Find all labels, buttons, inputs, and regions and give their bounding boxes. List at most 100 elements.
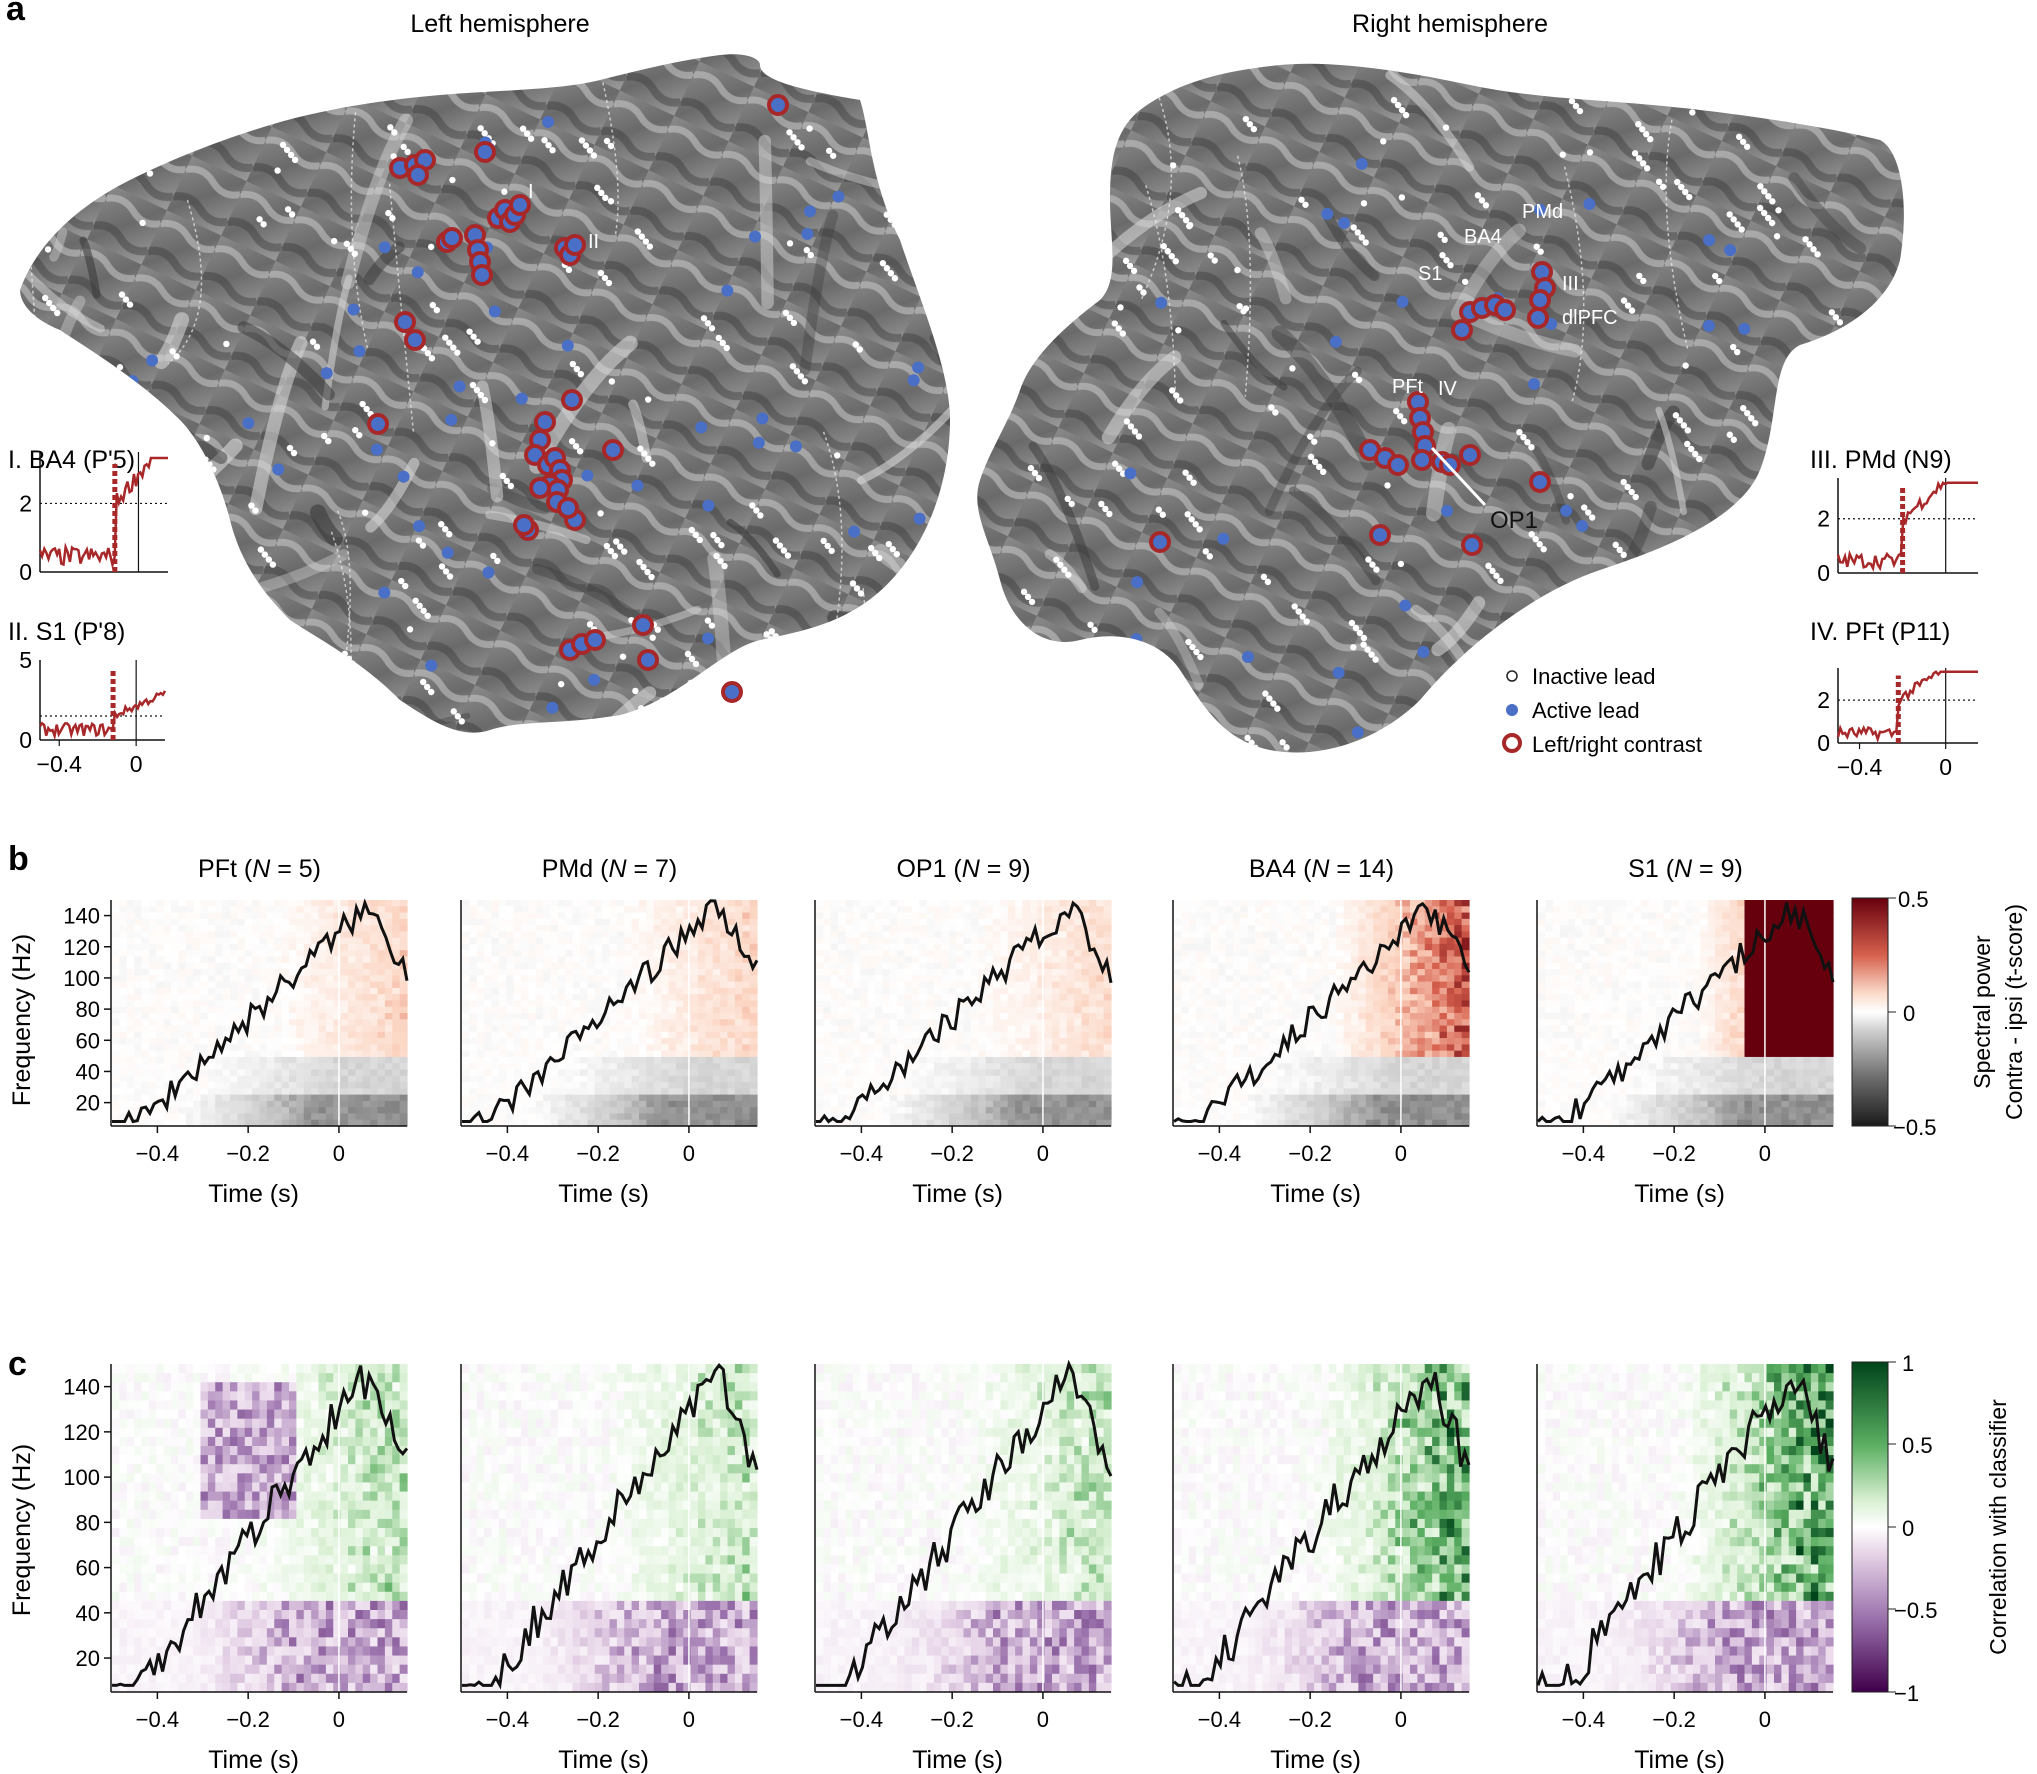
heatmap-cell	[705, 943, 714, 951]
inactive-lead	[1864, 698, 1872, 705]
heatmap-cell	[897, 962, 906, 970]
heatmap-cell	[978, 1000, 987, 1008]
heatmap-cell	[476, 981, 485, 989]
heatmap-cell	[580, 1013, 588, 1020]
active-lead	[912, 361, 925, 374]
inactive-lead	[644, 396, 652, 403]
heatmap-cell	[163, 943, 172, 951]
heatmap-cell	[1037, 969, 1046, 976]
heatmap-cell	[609, 1038, 618, 1045]
heatmap-cell	[1066, 925, 1075, 932]
heatmap-cell	[399, 1063, 408, 1071]
heatmap-cell	[1022, 1025, 1031, 1033]
heatmap-cell	[690, 912, 699, 920]
heatmap-cell	[550, 906, 559, 914]
heatmap-cell	[550, 912, 559, 920]
heatmap-cell	[580, 987, 588, 995]
heatmap-cell	[882, 1044, 891, 1052]
inactive-lead	[1122, 257, 1130, 265]
inactive-lead	[1172, 392, 1180, 399]
heatmap-cell	[816, 1063, 824, 1071]
heatmap-cell	[639, 1050, 647, 1058]
heatmap-cell	[200, 994, 209, 1002]
heatmap-cell	[215, 962, 224, 970]
heatmap-cell	[230, 937, 238, 945]
inactive-lead	[1606, 569, 1614, 577]
heatmap-cell	[683, 1113, 692, 1121]
heatmap-cell	[266, 969, 275, 976]
heatmap-cell	[252, 981, 261, 989]
heatmap-cell	[207, 1107, 216, 1115]
inactive-lead	[825, 147, 833, 154]
heatmap-cell	[587, 925, 596, 932]
heatmap-cell	[207, 1013, 216, 1020]
heatmap-cell	[1007, 925, 1016, 932]
heatmap-cell	[399, 981, 408, 989]
heatmap-cell	[392, 1056, 401, 1064]
heatmap-cell	[171, 956, 179, 964]
heatmap-cell	[1074, 962, 1083, 970]
heatmap-cell	[230, 1082, 238, 1089]
heatmap-cell	[675, 1119, 684, 1127]
heatmap-cell	[266, 987, 275, 995]
heatmap-cell	[624, 1050, 633, 1058]
heatmap-cell	[557, 994, 566, 1002]
heatmap-cell	[631, 1113, 640, 1121]
heatmap-cell	[1096, 1038, 1105, 1045]
heatmap-cell	[823, 987, 832, 995]
heatmap-cell	[134, 975, 143, 983]
inactive-lead	[428, 355, 436, 362]
heatmap-cell	[289, 1025, 297, 1033]
heatmap-cell	[602, 1019, 611, 1027]
inactive-lead	[598, 189, 605, 197]
heatmap-cell	[668, 937, 677, 945]
heatmap-cell	[333, 1100, 342, 1108]
heatmap-cell	[1044, 1056, 1053, 1064]
heatmap-cell	[134, 950, 143, 958]
heatmap-cell	[919, 931, 928, 939]
heatmap-cell	[646, 931, 655, 939]
heatmap-cell	[934, 943, 942, 951]
heatmap-cell	[1052, 981, 1060, 989]
heatmap-cell	[742, 1006, 751, 1014]
heatmap-cell	[838, 962, 847, 970]
heatmap-cell	[727, 1069, 736, 1077]
inactive-lead	[442, 334, 449, 341]
heatmap-cell	[244, 956, 253, 964]
heatmap-cell	[941, 1019, 950, 1027]
heatmap-cell	[318, 1107, 327, 1115]
heatmap-cell	[513, 1107, 522, 1115]
inactive-lead	[260, 221, 267, 228]
heatmap-cell	[296, 1038, 305, 1045]
heatmap-cell	[1066, 950, 1075, 958]
heatmap-cell	[244, 1088, 253, 1096]
heatmap-cell	[156, 1000, 165, 1008]
heatmap-cell	[252, 950, 261, 958]
inactive-lead	[1734, 348, 1741, 356]
heatmap-cell	[281, 962, 290, 970]
heatmap-cell	[661, 1100, 670, 1108]
heatmap-cell	[521, 962, 529, 970]
heatmap-cell	[631, 1019, 640, 1027]
heatmap-cell	[683, 1063, 692, 1071]
heatmap-cell	[631, 1056, 640, 1064]
inactive-lead	[718, 541, 725, 549]
heatmap-cell	[252, 1119, 261, 1127]
heatmap-cell	[727, 1044, 736, 1052]
heatmap-cell	[112, 925, 120, 932]
heatmap-cell	[653, 1107, 662, 1115]
inactive-lead	[1835, 611, 1842, 618]
heatmap-cell	[867, 1056, 876, 1064]
heatmap-cell	[469, 981, 478, 989]
heatmap-cell	[296, 1088, 305, 1096]
heatmap-cell	[141, 987, 150, 995]
heatmap-cell	[462, 1000, 470, 1008]
inactive-lead	[605, 279, 613, 287]
heatmap-cell	[970, 1025, 979, 1033]
heatmap-cell	[587, 962, 596, 970]
heatmap-cell	[830, 1044, 839, 1052]
inactive-lead	[667, 707, 674, 714]
heatmap-cell	[370, 994, 379, 1002]
heatmap-cell	[1081, 994, 1090, 1002]
heatmap-cell	[469, 1082, 478, 1089]
